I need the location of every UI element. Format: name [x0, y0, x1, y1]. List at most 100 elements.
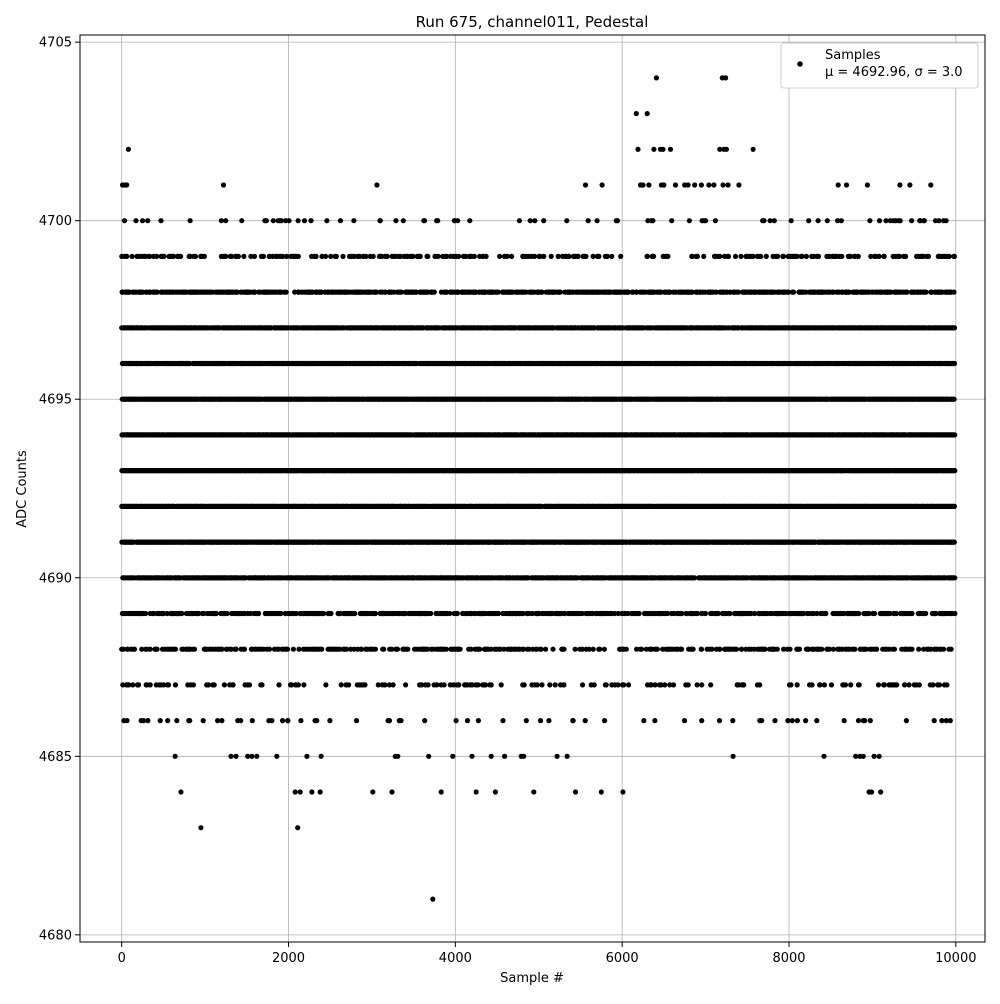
data-point: [952, 468, 957, 473]
data-point: [259, 682, 264, 687]
data-point: [757, 682, 762, 687]
data-point: [809, 682, 814, 687]
data-point: [892, 647, 897, 652]
data-point: [679, 647, 684, 652]
data-point: [165, 718, 170, 723]
data-point: [734, 647, 739, 652]
data-point: [214, 611, 219, 616]
data-point: [403, 682, 408, 687]
data-point: [814, 718, 819, 723]
data-point: [790, 718, 795, 723]
data-point: [522, 682, 527, 687]
data-point: [381, 647, 386, 652]
data-point: [136, 682, 141, 687]
data-point: [874, 647, 879, 652]
data-point: [455, 611, 460, 616]
data-point: [727, 611, 732, 616]
data-point: [143, 611, 148, 616]
data-point: [944, 682, 949, 687]
data-point: [763, 647, 768, 652]
data-point: [759, 718, 764, 723]
data-point: [573, 647, 578, 652]
data-point: [301, 682, 306, 687]
data-point: [909, 611, 914, 616]
data-point: [917, 682, 922, 687]
data-point: [524, 718, 529, 723]
data-point: [454, 718, 459, 723]
data-point: [817, 682, 822, 687]
data-point: [795, 682, 800, 687]
data-point: [882, 682, 887, 687]
data-point: [173, 647, 178, 652]
data-point: [571, 718, 576, 723]
data-point: [906, 682, 911, 687]
data-point: [132, 647, 137, 652]
data-point: [829, 682, 834, 687]
data-point: [662, 682, 667, 687]
data-point: [894, 682, 899, 687]
data-point: [500, 718, 505, 723]
data-point: [626, 682, 631, 687]
data-point: [538, 718, 543, 723]
data-point: [856, 611, 861, 616]
data-point: [868, 718, 873, 723]
data-point: [267, 647, 272, 652]
data-point: [787, 647, 792, 652]
data-point: [741, 682, 746, 687]
data-point: [489, 682, 494, 687]
data-point: [843, 682, 848, 687]
data-point: [909, 647, 914, 652]
data-point: [442, 682, 447, 687]
data-point: [354, 718, 359, 723]
data-point: [916, 647, 921, 652]
data-point: [923, 611, 928, 616]
data-point: [604, 682, 609, 687]
data-point: [639, 647, 644, 652]
data-point: [795, 718, 800, 723]
data-point: [269, 718, 274, 723]
data-point: [539, 647, 544, 652]
data-point: [339, 682, 344, 687]
data-point: [280, 718, 285, 723]
data-point: [857, 682, 862, 687]
data-point: [803, 718, 808, 723]
data-point: [187, 718, 192, 723]
data-point: [212, 682, 217, 687]
data-point: [550, 647, 555, 652]
data-point: [602, 718, 607, 723]
data-point: [691, 647, 696, 652]
data-point: [597, 647, 602, 652]
data-point: [256, 611, 261, 616]
data-point: [872, 611, 877, 616]
data-point: [848, 682, 853, 687]
data-point: [641, 718, 646, 723]
data-point: [682, 718, 687, 723]
data-point: [686, 682, 691, 687]
data-point: [405, 647, 410, 652]
data-point: [772, 718, 777, 723]
data-point: [285, 718, 290, 723]
data-point: [465, 718, 470, 723]
data-point: [224, 611, 229, 616]
data-point: [952, 611, 957, 616]
data-point: [314, 718, 319, 723]
data-point: [602, 647, 607, 652]
data-point: [823, 611, 828, 616]
data-point: [174, 718, 179, 723]
data-point: [476, 682, 481, 687]
data-point: [788, 682, 793, 687]
data-point: [242, 647, 247, 652]
data-point: [476, 718, 481, 723]
data-point: [561, 647, 566, 652]
data-point: [822, 682, 827, 687]
data-point: [671, 682, 676, 687]
data-point: [547, 682, 552, 687]
data-point: [621, 682, 626, 687]
data-point: [247, 682, 252, 687]
data-point: [148, 682, 153, 687]
data-point: [362, 682, 367, 687]
data-point: [373, 647, 378, 652]
data-point: [352, 611, 357, 616]
data-point: [652, 718, 657, 723]
